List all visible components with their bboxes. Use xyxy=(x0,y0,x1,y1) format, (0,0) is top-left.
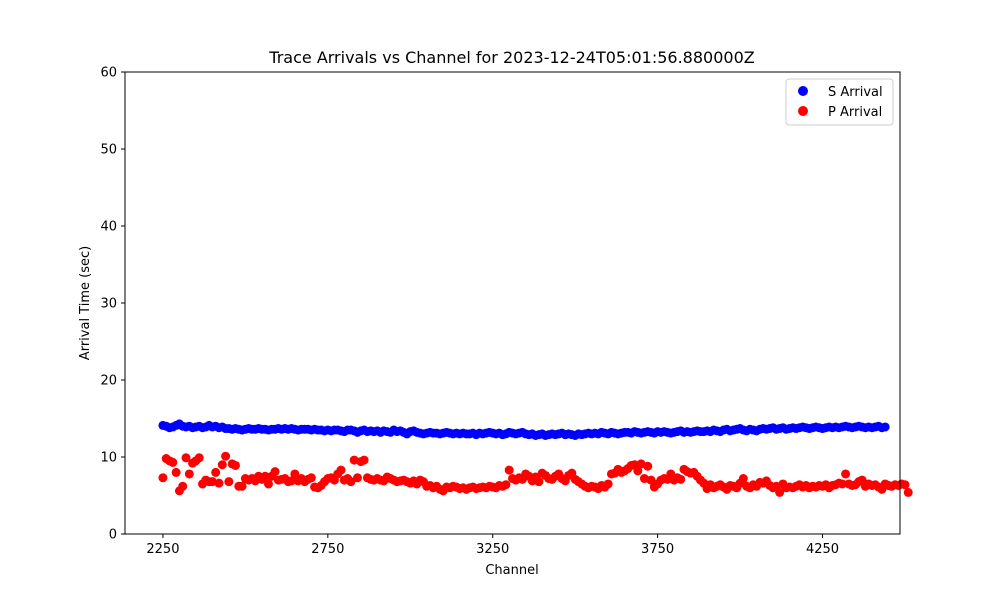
axis-ticks: 2250 2750 3250 3750 4250 0 10 20 30 40 50 60 xyxy=(100,66,839,558)
p-arrival-point xyxy=(306,473,316,483)
p-arrival-point xyxy=(270,467,280,477)
y-tick-label: 40 xyxy=(100,220,117,235)
p-arrival-point xyxy=(214,478,224,488)
chart-title: Trace Arrivals vs Channel for 2023-12-24… xyxy=(268,48,754,67)
p-arrival-point xyxy=(841,469,851,479)
p-arrival-point xyxy=(290,469,300,479)
p-arrival-point xyxy=(184,469,194,479)
series-s-arrival xyxy=(158,419,890,440)
legend-label-s-arrival: S Arrival xyxy=(828,85,883,100)
legend-label-p-arrival: P Arrival xyxy=(828,105,882,120)
p-arrival-point xyxy=(171,467,181,477)
p-arrival-point xyxy=(263,479,273,489)
p-arrival-point xyxy=(194,453,204,463)
x-tick-label: 2250 xyxy=(146,542,179,557)
legend-marker-s-arrival xyxy=(798,86,808,96)
p-arrival-point xyxy=(837,479,847,489)
legend-box xyxy=(785,78,894,126)
p-arrival-point xyxy=(775,487,785,497)
p-arrival-point xyxy=(221,451,231,461)
plot-background xyxy=(125,72,900,534)
plot-frame xyxy=(124,71,901,535)
p-arrival-point xyxy=(211,467,221,477)
p-arrival-point xyxy=(168,457,178,467)
y-axis-title: Arrival Time (sec) xyxy=(78,246,93,360)
p-arrival-point xyxy=(900,480,910,490)
x-tick-label: 2750 xyxy=(311,542,344,557)
legend-marker-p-arrival xyxy=(798,106,808,116)
p-arrival-point xyxy=(633,466,643,476)
p-arrival-point xyxy=(178,481,188,491)
p-arrival-point xyxy=(230,460,240,470)
p-arrival-point xyxy=(501,480,511,490)
p-arrival-point xyxy=(603,479,613,489)
p-arrival-point xyxy=(336,465,346,475)
p-arrival-point xyxy=(224,477,234,487)
p-arrival-point xyxy=(237,481,247,491)
s-arrival-point xyxy=(880,422,890,432)
y-tick-label: 0 xyxy=(109,528,117,543)
p-arrival-point xyxy=(504,465,514,475)
p-arrival-point xyxy=(903,487,913,497)
p-arrival-point xyxy=(676,474,686,484)
p-arrival-point xyxy=(646,475,656,485)
x-axis-title: Channel xyxy=(485,563,538,578)
p-arrival-point xyxy=(217,460,227,470)
p-arrival-point xyxy=(181,453,191,463)
y-tick-label: 30 xyxy=(100,297,117,312)
y-tick-label: 50 xyxy=(100,143,117,158)
y-tick-label: 60 xyxy=(100,66,117,81)
p-arrival-point xyxy=(260,471,270,481)
p-arrival-point xyxy=(158,473,168,483)
x-tick-label: 3250 xyxy=(476,542,509,557)
p-arrival-point xyxy=(738,474,748,484)
series-p-arrival xyxy=(158,451,913,497)
legend: S Arrival P Arrival xyxy=(785,78,894,126)
y-tick-label: 20 xyxy=(100,374,117,389)
p-arrival-point xyxy=(346,477,356,487)
x-tick-label: 3750 xyxy=(641,542,674,557)
x-tick-label: 4250 xyxy=(806,542,839,557)
p-arrival-point xyxy=(643,461,653,471)
p-arrival-point xyxy=(359,455,369,465)
p-arrival-point xyxy=(353,473,362,483)
p-arrival-point xyxy=(287,476,297,486)
y-tick-label: 10 xyxy=(100,451,117,466)
p-arrival-point xyxy=(534,477,544,487)
